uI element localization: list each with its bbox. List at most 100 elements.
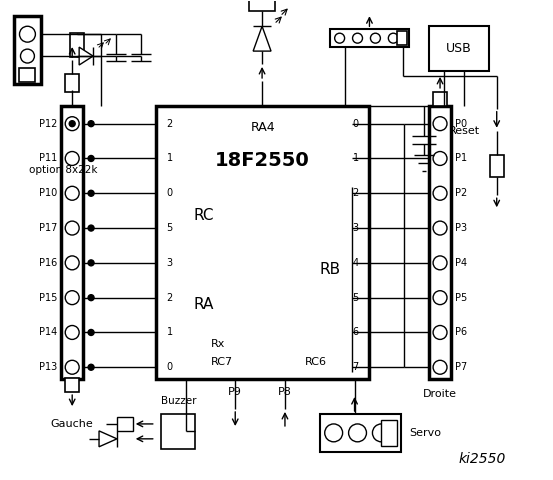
Circle shape [371, 33, 380, 43]
Text: P7: P7 [455, 362, 467, 372]
Circle shape [433, 221, 447, 235]
Bar [429, 106, 451, 379]
Text: Reset: Reset [449, 126, 480, 136]
Bar [19, 68, 35, 82]
Polygon shape [253, 26, 271, 51]
Text: 18F2550: 18F2550 [215, 151, 310, 170]
Text: 6: 6 [352, 327, 358, 337]
Circle shape [65, 360, 79, 374]
Text: P13: P13 [39, 362, 58, 372]
Circle shape [335, 33, 345, 43]
Text: 0: 0 [166, 362, 173, 372]
Circle shape [69, 120, 75, 127]
Text: RB: RB [319, 263, 340, 277]
Circle shape [88, 295, 94, 300]
Bar [65, 378, 79, 392]
Text: P4: P4 [455, 258, 467, 268]
Circle shape [88, 225, 94, 231]
Text: 3: 3 [352, 223, 358, 233]
Circle shape [325, 424, 343, 442]
Text: P17: P17 [39, 223, 58, 233]
Circle shape [88, 364, 94, 370]
Text: Droite: Droite [423, 389, 457, 399]
Circle shape [65, 152, 79, 166]
Circle shape [88, 156, 94, 161]
Bar [156, 106, 369, 379]
Circle shape [65, 256, 79, 270]
Text: 0: 0 [352, 119, 358, 129]
Text: 2: 2 [166, 119, 173, 129]
Text: 3: 3 [166, 258, 173, 268]
Polygon shape [99, 431, 117, 447]
Circle shape [65, 186, 79, 200]
Text: 1: 1 [166, 327, 173, 337]
Circle shape [433, 291, 447, 305]
Text: RC6: RC6 [305, 357, 327, 367]
Circle shape [433, 325, 447, 339]
Circle shape [353, 33, 363, 43]
Circle shape [65, 117, 79, 131]
Bar [161, 414, 195, 449]
Bar [70, 33, 84, 57]
Circle shape [65, 291, 79, 305]
Circle shape [88, 260, 94, 266]
Text: 4: 4 [352, 258, 358, 268]
Text: P6: P6 [455, 327, 467, 337]
Text: P3: P3 [455, 223, 467, 233]
Text: P11: P11 [39, 154, 58, 164]
Circle shape [433, 186, 447, 200]
Text: P9: P9 [228, 387, 242, 397]
Circle shape [88, 190, 94, 196]
Text: Servo: Servo [409, 428, 441, 438]
Text: P16: P16 [39, 258, 58, 268]
Text: P10: P10 [39, 188, 58, 198]
Text: 5: 5 [166, 223, 173, 233]
Circle shape [348, 424, 367, 442]
Text: Rx: Rx [210, 339, 225, 349]
Circle shape [433, 117, 447, 131]
Text: P2: P2 [455, 188, 467, 198]
Bar [117, 417, 133, 431]
Text: RA: RA [193, 297, 213, 312]
Text: Gauche: Gauche [51, 419, 93, 429]
Text: P5: P5 [455, 293, 467, 303]
Text: 2: 2 [352, 188, 359, 198]
Bar [382, 420, 397, 446]
Text: P15: P15 [39, 293, 58, 303]
Bar [330, 29, 409, 47]
Text: USB: USB [446, 42, 472, 55]
Circle shape [65, 325, 79, 339]
Text: P8: P8 [278, 387, 292, 397]
Text: 0: 0 [166, 188, 173, 198]
Circle shape [20, 49, 34, 63]
Text: P12: P12 [39, 119, 58, 129]
Text: P1: P1 [455, 154, 467, 164]
Text: 7: 7 [352, 362, 359, 372]
Circle shape [88, 329, 94, 336]
Bar [433, 92, 447, 106]
Text: P14: P14 [39, 327, 58, 337]
Bar [13, 16, 41, 84]
Bar [65, 74, 79, 92]
Text: RA4: RA4 [251, 121, 275, 134]
Circle shape [65, 221, 79, 235]
Circle shape [388, 33, 398, 43]
Circle shape [88, 120, 94, 127]
Bar [320, 414, 401, 452]
Circle shape [433, 360, 447, 374]
Circle shape [19, 26, 35, 42]
Text: Buzzer: Buzzer [161, 396, 196, 406]
Text: RC7: RC7 [210, 357, 232, 367]
Circle shape [372, 424, 390, 442]
Text: 1: 1 [166, 154, 173, 164]
Text: P0: P0 [455, 119, 467, 129]
Bar [429, 26, 489, 71]
Circle shape [433, 152, 447, 166]
Bar [490, 156, 504, 178]
Bar [61, 106, 83, 379]
Text: 5: 5 [352, 293, 359, 303]
Text: 1: 1 [352, 154, 358, 164]
Text: option 8x22k: option 8x22k [29, 166, 98, 175]
Text: RC: RC [193, 208, 213, 223]
Polygon shape [79, 47, 93, 65]
